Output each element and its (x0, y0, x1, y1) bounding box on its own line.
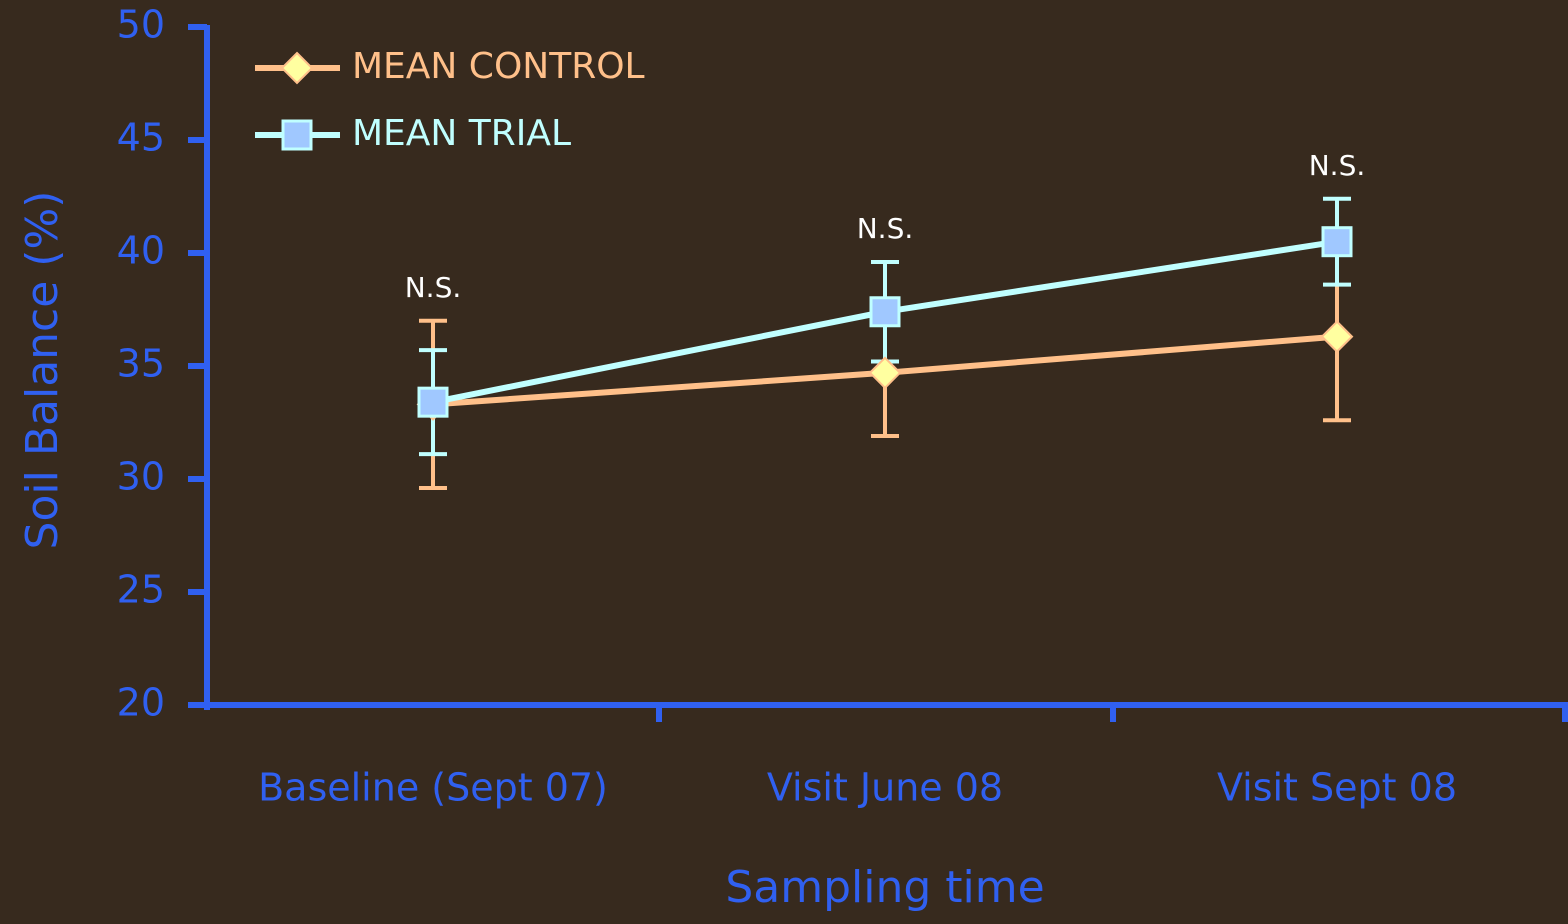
x-axis-title: Sampling time (725, 862, 1044, 913)
marker (869, 296, 901, 328)
marker (1321, 226, 1353, 258)
marker (417, 386, 449, 418)
legend-label: MEAN CONTROL (352, 46, 645, 87)
y-tick-label: 50 (117, 3, 165, 47)
y-tick-label: 35 (117, 342, 165, 386)
y-tick-label: 25 (117, 568, 165, 612)
y-tick-label: 45 (117, 116, 165, 160)
x-tick-label: Baseline (Sept 07) (258, 766, 608, 810)
y-tick-label: 30 (117, 455, 165, 499)
marker (280, 51, 314, 85)
legend-label: MEAN TRIAL (352, 113, 571, 154)
y-tick-label: 40 (117, 229, 165, 273)
y-axis-title: Soil Balance (%) (17, 191, 68, 550)
annotation: N.S. (405, 271, 462, 304)
annotation: N.S. (1309, 149, 1366, 182)
x-tick-label: Visit Sept 08 (1217, 766, 1457, 810)
y-tick-label: 20 (117, 681, 165, 725)
marker (281, 119, 313, 151)
marker (868, 356, 902, 390)
marker (1320, 320, 1354, 354)
x-tick-label: Visit June 08 (767, 766, 1003, 810)
annotation: N.S. (857, 212, 914, 245)
